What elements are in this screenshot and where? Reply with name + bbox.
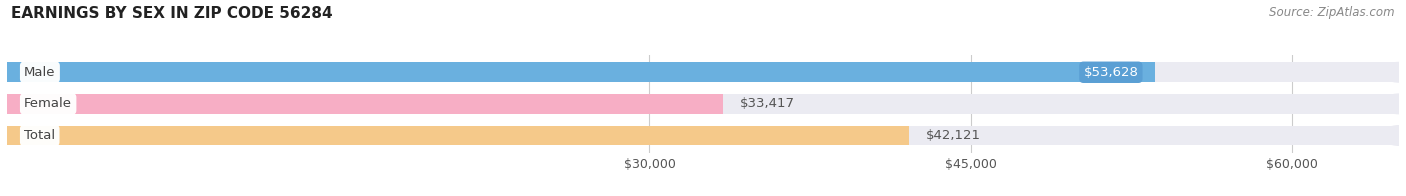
Bar (7, 94, 723, 114)
Ellipse shape (1382, 126, 1406, 145)
Text: Source: ZipAtlas.com: Source: ZipAtlas.com (1270, 6, 1395, 19)
Ellipse shape (1382, 63, 1406, 82)
Bar (7, 63, 1399, 82)
Text: Female: Female (24, 97, 72, 110)
Text: Male: Male (24, 66, 56, 79)
Text: $42,121: $42,121 (927, 129, 981, 142)
Bar (7, 126, 1399, 145)
Text: $53,628: $53,628 (1084, 66, 1139, 79)
Text: Total: Total (24, 129, 55, 142)
Text: $33,417: $33,417 (740, 97, 794, 110)
Ellipse shape (1382, 94, 1406, 114)
Bar (7, 63, 1156, 82)
Bar (7, 126, 910, 145)
Text: EARNINGS BY SEX IN ZIP CODE 56284: EARNINGS BY SEX IN ZIP CODE 56284 (11, 6, 333, 21)
Bar (7, 94, 1399, 114)
